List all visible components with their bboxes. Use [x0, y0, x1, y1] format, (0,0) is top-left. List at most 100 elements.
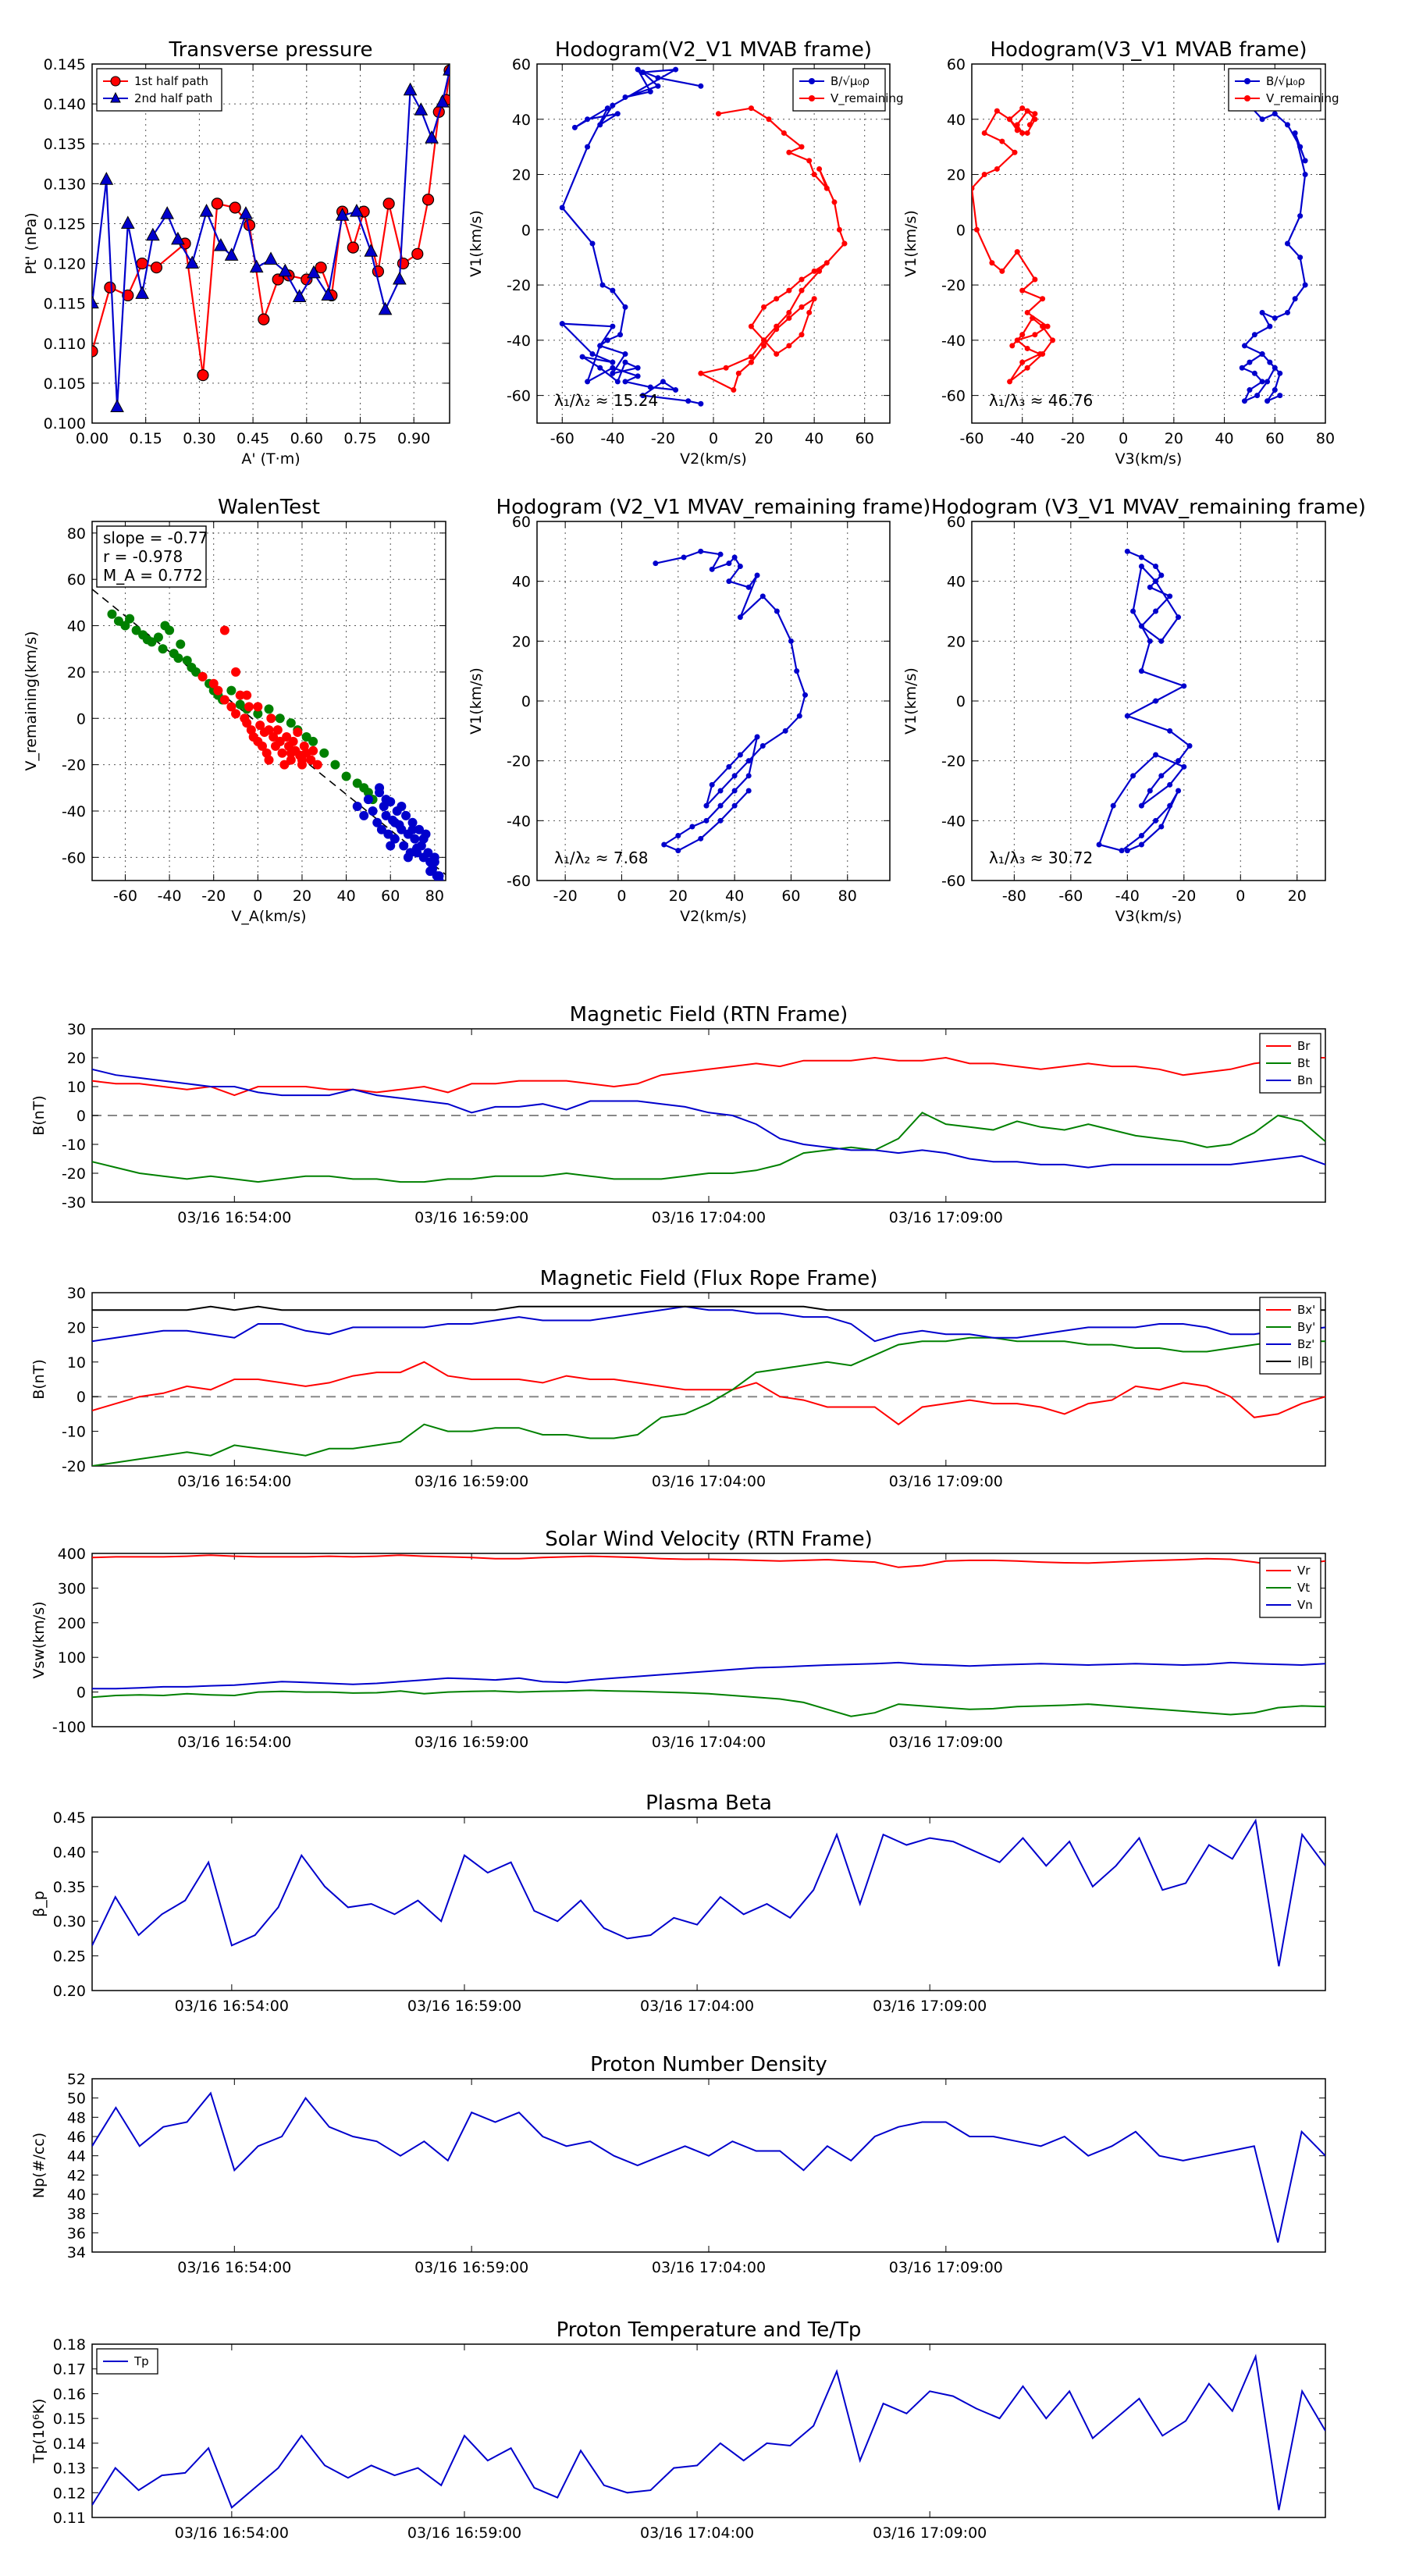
- legend-box: [792, 68, 886, 112]
- chart-title: Proton Temperature and Te/Tp: [557, 2318, 862, 2342]
- data-point: [1247, 359, 1253, 365]
- data-point: [150, 262, 163, 274]
- data-point: [352, 778, 362, 788]
- series-line: [92, 69, 450, 407]
- data-point: [297, 755, 307, 765]
- data-point: [571, 124, 578, 130]
- data-point: [799, 287, 805, 294]
- data-point: [759, 593, 766, 600]
- data-point: [597, 122, 603, 128]
- legend-marker: [809, 95, 815, 101]
- data-point: [235, 699, 245, 710]
- data-point: [92, 295, 99, 309]
- ticks: 03/16 16:54:00 03/16 16:59:00 03/16 17:04:…: [53, 2336, 1325, 2542]
- data-point: [604, 337, 610, 343]
- data-point: [359, 810, 369, 820]
- annotation: λ₁/λ₂ ≈ 7.68: [554, 849, 648, 867]
- data-point: [363, 788, 373, 798]
- data-point: [726, 763, 732, 770]
- legend: Bx' By' Bz' |B|: [1259, 1297, 1321, 1375]
- series-Vn: [92, 1661, 1325, 1690]
- series-Br: [92, 1056, 1325, 1097]
- x-tick-label: 03/16 17:04:00: [652, 1734, 766, 1751]
- data-point: [258, 741, 268, 751]
- data-point: [412, 848, 422, 858]
- data-point: [1019, 287, 1026, 294]
- legend-label: |B|: [1297, 1354, 1313, 1368]
- data-point: [330, 760, 340, 770]
- data-point: [559, 205, 565, 211]
- data-point: [973, 226, 980, 233]
- ticks: -60 -40 -20 0 20 40 60 80 -60 -40 -20 0 20 40 60: [941, 56, 1335, 447]
- data-point: [761, 343, 767, 349]
- stats-line: slope = -0.77: [103, 528, 208, 547]
- stats-line: M_A = 0.772: [103, 566, 203, 585]
- data-point: [275, 736, 285, 746]
- y-tick-label: 60: [947, 56, 966, 73]
- data-point: [1138, 802, 1144, 809]
- chart-p8: 03/16 16:54:00 03/16 16:59:00 03/16 17:04:…: [30, 1267, 1326, 1490]
- series-B/√μ₀ρ: [559, 66, 704, 407]
- y-tick-label: 0: [956, 222, 966, 239]
- data-point: [347, 241, 359, 254]
- ticks: 03/16 16:54:00 03/16 16:59:00 03/16 17:04:…: [53, 1809, 1325, 2015]
- data-point: [610, 102, 616, 109]
- data-point: [994, 108, 1000, 114]
- x-tick-label: 0.15: [130, 430, 162, 447]
- x-tick-label: -60: [113, 888, 137, 905]
- series-line: [92, 1336, 1325, 1466]
- y-tick-label: 60: [67, 571, 86, 589]
- data-point: [1284, 240, 1290, 247]
- data-point: [1024, 345, 1030, 351]
- data-point: [1032, 111, 1038, 117]
- data-point: [1153, 698, 1159, 704]
- data-point: [350, 204, 364, 217]
- data-point: [610, 359, 616, 365]
- data-point: [811, 172, 817, 178]
- x-tick-label: -60: [959, 430, 984, 447]
- series-line: [92, 1056, 1325, 1097]
- data-point: [698, 370, 704, 376]
- data-point: [135, 286, 149, 299]
- data-point: [579, 354, 585, 360]
- data-point: [799, 304, 805, 310]
- y-tick-label: 60: [512, 514, 531, 531]
- data-point: [640, 393, 646, 399]
- data-point: [811, 296, 817, 302]
- series-Bn: [92, 1068, 1325, 1169]
- data-point: [372, 817, 382, 827]
- y-tick-label: 0.145: [44, 56, 86, 73]
- data-point: [610, 370, 616, 376]
- data-point: [136, 257, 148, 270]
- plot-frame: [91, 521, 446, 881]
- y-tick-label: 52: [67, 2071, 86, 2088]
- legend-label: Vt: [1297, 1581, 1310, 1595]
- data-point: [731, 788, 738, 794]
- series-line: [92, 1305, 1325, 1311]
- data-point: [219, 625, 229, 635]
- y-tick-label: 0.120: [44, 256, 86, 273]
- y-tick-label: -60: [507, 873, 531, 890]
- chart-p6: -80 -60 -40 -20 0 20 -60 -40 -20 0 20 40 60Hodogram …: [902, 496, 1366, 925]
- data-point: [735, 370, 742, 376]
- data-point: [308, 745, 318, 756]
- data-point: [197, 369, 209, 382]
- data-point: [698, 835, 704, 841]
- x-tick-label: 60: [855, 430, 874, 447]
- plot-frame: [91, 1553, 1326, 1727]
- y-tick-label: 0.105: [44, 375, 86, 393]
- y-tick-label: 0.100: [44, 415, 86, 432]
- data-point: [731, 554, 738, 560]
- data-point: [1259, 309, 1265, 315]
- legend-marker: [1244, 78, 1250, 84]
- data-point: [92, 345, 98, 358]
- data-point: [786, 287, 792, 294]
- y-tick-label: -40: [941, 813, 966, 830]
- ticks: 03/16 16:54:00 03/16 16:59:00 03/16 17:04:…: [67, 2071, 1325, 2276]
- data-point: [1272, 387, 1278, 393]
- x-tick-label: 0: [1236, 888, 1245, 905]
- series-hodogram: [653, 548, 809, 854]
- y-tick-label: 40: [512, 574, 531, 591]
- data-point: [312, 760, 322, 770]
- data-point: [376, 824, 386, 834]
